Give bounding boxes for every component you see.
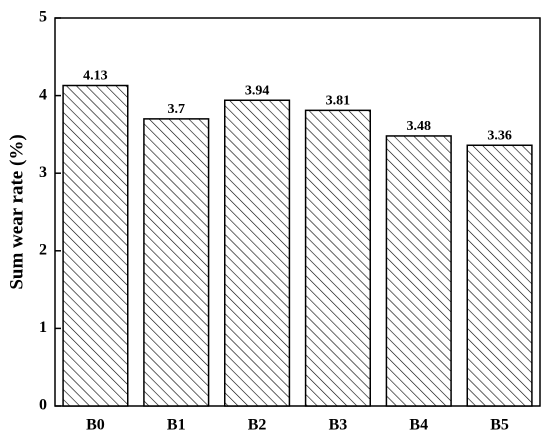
bar [224,99,291,407]
plot-frame [54,17,541,407]
bar [385,135,452,407]
value-label: 3.48 [407,119,432,134]
x-tick-label: B5 [490,417,509,434]
x-tick-label: B3 [329,417,348,434]
y-axis-label: Sum wear rate (%) [6,134,27,289]
bar [62,84,129,407]
value-label: 3.81 [326,94,351,109]
value-label: 3.94 [245,83,270,98]
y-tick-label: 2 [39,241,47,258]
y-tick-label: 3 [39,164,47,181]
y-tick-label: 5 [39,9,47,26]
value-label: 3.36 [487,128,512,143]
bar [143,118,210,407]
value-label: 4.13 [83,69,108,84]
bar [466,144,533,407]
x-tick-label: B1 [167,417,186,434]
y-tick-label: 0 [39,397,47,414]
x-tick-label: B4 [409,417,428,434]
y-tick-label: 4 [39,86,47,103]
y-tick-label: 1 [39,319,47,336]
x-tick-label: B2 [248,417,267,434]
x-tick-label: B0 [86,417,105,434]
bar [304,109,372,407]
value-label: 3.7 [168,102,186,117]
